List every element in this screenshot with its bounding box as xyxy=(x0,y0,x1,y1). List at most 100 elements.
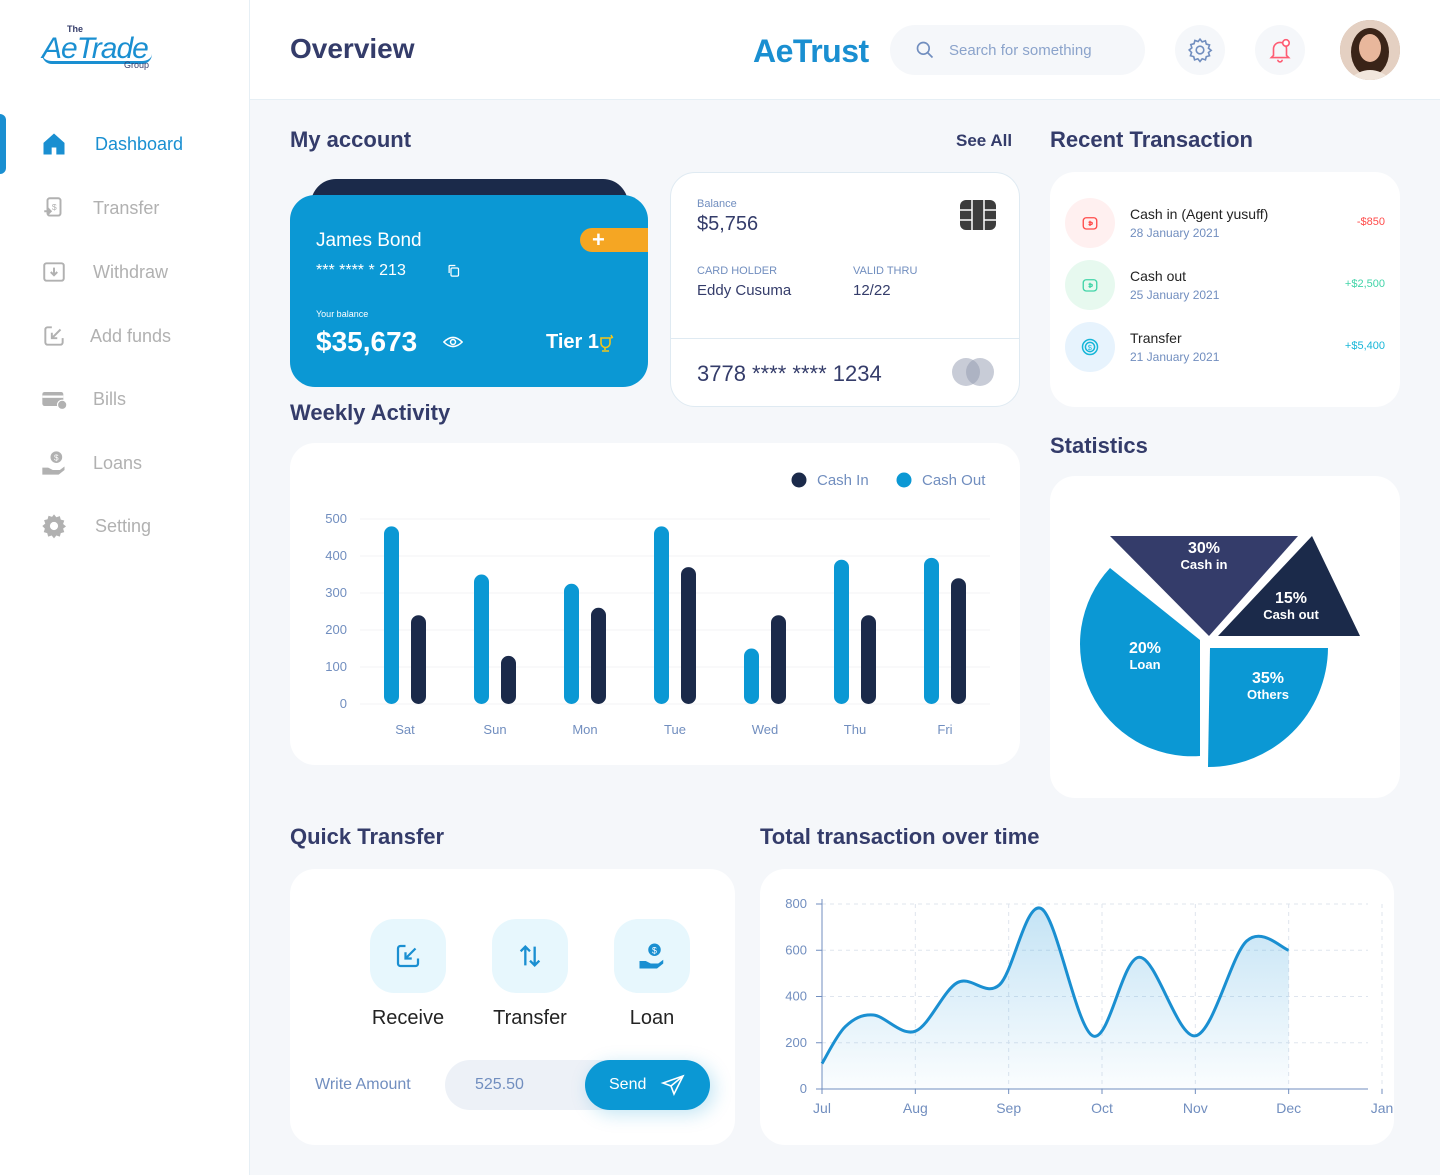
sidebar-item-loans[interactable]: $ Loans xyxy=(0,439,250,487)
card-holder-label: CARD HOLDER xyxy=(697,265,778,277)
transaction-date: 25 January 2021 xyxy=(1130,288,1220,302)
pie-slice-cash-in[interactable] xyxy=(1110,536,1298,636)
statistics-title: Statistics xyxy=(1050,433,1148,458)
x-tick-label: Sat xyxy=(395,722,415,737)
sidebar-item-bills[interactable]: Bills xyxy=(0,375,250,423)
bar-cash-out xyxy=(744,648,759,704)
loan-button[interactable]: $ Loan xyxy=(612,919,692,1030)
see-all-link[interactable]: See All xyxy=(956,131,1013,150)
search-input[interactable] xyxy=(949,41,1129,59)
pie-slice-cash-out[interactable] xyxy=(1218,536,1360,636)
pie-label-pct: 30% xyxy=(1187,540,1221,557)
loan-icon-box: $ xyxy=(614,919,690,993)
balance-value: $5,756 xyxy=(697,213,759,235)
add-card-button[interactable]: + xyxy=(580,227,648,252)
notifications-button[interactable] xyxy=(1255,25,1305,75)
y-tick-label: 400 xyxy=(325,548,347,563)
sidebar-item-dashboard[interactable]: Dashboard xyxy=(0,114,250,174)
pie-label-name: Others xyxy=(1247,686,1289,702)
transaction-row[interactable]: $ Transfer 21 January 2021 +$5,400 xyxy=(1065,322,1385,374)
receive-label: Receive xyxy=(371,1007,445,1029)
logo-group: Group xyxy=(124,60,150,70)
plus-icon: + xyxy=(592,227,605,252)
total-transaction-card: 0 200 400 600 800 Jul Aug Sep Oct Nov Dec Jan xyxy=(760,869,1394,1145)
card-divider xyxy=(671,338,1019,339)
send-button[interactable]: Send xyxy=(585,1060,710,1110)
bar-cash-out xyxy=(654,526,669,704)
bills-icon xyxy=(40,385,68,413)
transaction-row[interactable]: Cash in (Agent yusuff) 28 January 2021 -… xyxy=(1065,198,1385,250)
search-bar[interactable] xyxy=(890,25,1145,75)
sidebar-item-withdraw[interactable]: Withdraw xyxy=(0,248,250,296)
tier-label: Tier 1 xyxy=(546,331,599,353)
settings-button[interactable] xyxy=(1175,25,1225,75)
y-tick-label: 200 xyxy=(325,622,347,637)
transaction-title: Cash in (Agent yusuff) xyxy=(1130,206,1269,222)
pie-label-loan: 20% Loan xyxy=(1111,640,1179,672)
sidebar-item-label: Dashboard xyxy=(95,133,184,154)
receive-button[interactable]: Receive xyxy=(368,919,448,1030)
quick-transfer-title: Quick Transfer xyxy=(290,824,445,849)
x-tick-label: Sun xyxy=(483,722,506,737)
copy-icon[interactable] xyxy=(446,263,461,278)
receive-icon-box xyxy=(370,919,446,993)
bar-cash-out xyxy=(834,559,849,704)
x-tick-label: Wed xyxy=(752,722,779,737)
logo-swoosh xyxy=(42,54,152,64)
legend-label-cash-out: Cash Out xyxy=(922,472,986,489)
bar-cash-out xyxy=(384,526,399,704)
bar-cash-in xyxy=(951,578,966,704)
app-logo[interactable]: The AeTrade Group xyxy=(42,24,162,72)
transaction-row[interactable]: Cash out 25 January 2021 +$2,500 xyxy=(1065,260,1385,312)
transaction-date: 28 January 2021 xyxy=(1130,226,1220,240)
sidebar-item-label: Loans xyxy=(93,452,143,473)
bar-cash-in xyxy=(681,567,696,704)
transaction-amount: -$850 xyxy=(1356,216,1385,228)
x-tick-label: Thu xyxy=(844,722,866,737)
balance-card[interactable]: Balance $5,756 CARD HOLDER Eddy Cusuma V… xyxy=(670,172,1020,407)
sidebar-item-transfer[interactable]: $ Transfer xyxy=(0,184,250,232)
y-tick-label: 800 xyxy=(785,896,807,911)
chip-icon xyxy=(960,200,996,230)
pie-slice-loan[interactable] xyxy=(1080,568,1200,757)
y-tick-label: 200 xyxy=(785,1035,807,1050)
transfer-button[interactable]: Transfer xyxy=(490,919,570,1030)
pie-label-cash-in: 30% Cash in xyxy=(1170,540,1238,572)
sidebar: The AeTrade Group Dashboard $ Transfer W… xyxy=(0,0,250,1175)
my-account-title: My account xyxy=(290,127,412,152)
send-plane-icon xyxy=(661,1074,685,1096)
card-holder-value: Eddy Cusuma xyxy=(697,282,792,299)
bar-cash-out xyxy=(924,557,939,704)
bar-cash-in xyxy=(501,655,516,704)
pie-slice-others[interactable] xyxy=(1208,648,1328,767)
total-transaction-title: Total transaction over time xyxy=(760,824,1040,849)
bar-cash-in xyxy=(861,615,876,704)
sidebar-item-label: Setting xyxy=(95,515,152,536)
profile-photo xyxy=(1340,20,1400,80)
transaction-title: Transfer xyxy=(1130,330,1182,346)
bar-cash-in xyxy=(771,615,786,704)
pie-label-cash-out: 15% Cash out xyxy=(1257,590,1325,622)
valid-thru-label: VALID THRU xyxy=(853,265,918,277)
area-fill xyxy=(822,907,1289,1089)
y-tick-label: 600 xyxy=(785,942,807,957)
brand-name: AeTrust xyxy=(753,33,869,69)
x-tick-label: Aug xyxy=(903,1100,928,1116)
transaction-amount: +$2,500 xyxy=(1344,278,1385,290)
transaction-amount: +$5,400 xyxy=(1344,340,1385,352)
legend-dot-cash-in xyxy=(791,472,807,488)
bar-cash-out xyxy=(564,583,579,704)
sidebar-item-setting[interactable]: Setting xyxy=(0,502,250,550)
transaction-title: Cash out xyxy=(1130,268,1187,284)
eye-icon[interactable] xyxy=(443,334,463,350)
active-indicator xyxy=(0,114,6,174)
quick-transfer-card: Receive Transfer $ Loan Write Amount 525… xyxy=(290,869,735,1145)
weekly-activity-title: Weekly Activity xyxy=(290,400,451,425)
amount-value[interactable]: 525.50 xyxy=(475,1076,524,1093)
weekly-activity-card: 0 100 200 300 400 500 Sat Sun Mon Tue Wed Thu Fri Cas… xyxy=(290,443,1020,765)
credit-card[interactable]: James Bond *** **** * 213 + Your balance… xyxy=(290,195,648,387)
avatar[interactable] xyxy=(1340,20,1400,80)
transfer-coin-icon: $ xyxy=(1065,322,1115,372)
write-amount-label: Write Amount xyxy=(315,1076,411,1093)
sidebar-item-add-funds[interactable]: Add funds xyxy=(0,312,250,360)
